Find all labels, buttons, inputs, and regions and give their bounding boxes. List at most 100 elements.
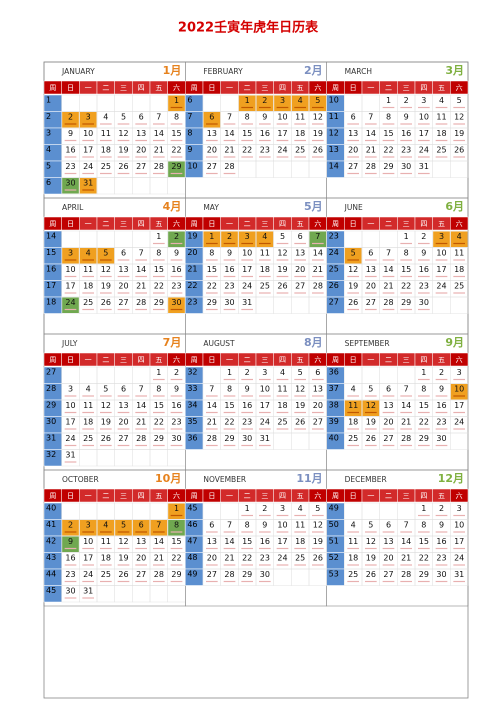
day-number: 23: [65, 162, 75, 171]
day-number: 2: [262, 504, 267, 513]
day-number: 23: [242, 418, 252, 427]
week-number: 28: [46, 384, 56, 393]
day-number: 12: [295, 385, 305, 394]
day-number: 23: [65, 570, 75, 579]
day-number: 30: [65, 179, 75, 188]
day-number: 5: [298, 368, 303, 377]
day-number: 20: [366, 282, 376, 291]
day-number: 31: [260, 434, 270, 443]
weekday-header: 五: [297, 492, 304, 500]
week-number: 21: [187, 265, 197, 274]
weekday-header: 五: [438, 356, 445, 364]
day-number: 15: [242, 537, 252, 546]
day-number: 6: [139, 113, 144, 122]
day-cell: [96, 449, 115, 467]
day-cell: [450, 432, 469, 450]
day-number: 8: [156, 249, 161, 258]
day-number: 26: [118, 570, 128, 579]
day-number: 13: [207, 129, 217, 138]
day-number: 25: [436, 146, 446, 155]
day-number: 7: [404, 521, 409, 530]
weekday-header: 一: [85, 356, 92, 364]
day-number: 1: [227, 368, 232, 377]
day-number: 20: [207, 146, 217, 155]
day-number: 2: [439, 368, 444, 377]
day-cell: [379, 230, 398, 248]
day-number: 21: [136, 282, 146, 291]
day-number: 7: [156, 521, 161, 530]
week-number: 43: [46, 553, 56, 562]
day-cell: [397, 502, 416, 520]
day-cell: [61, 230, 80, 248]
day-number: 11: [83, 265, 93, 274]
day-number: 16: [171, 401, 181, 410]
weekday-header-cell: [450, 216, 469, 231]
month-number: 7月: [163, 336, 182, 349]
day-number: 18: [83, 282, 93, 291]
month-number: 5月: [304, 200, 323, 213]
day-number: 9: [68, 129, 73, 138]
day-number: 31: [83, 587, 93, 596]
day-cell: [202, 366, 221, 384]
day-number: 30: [242, 434, 252, 443]
day-number: 18: [295, 537, 305, 546]
day-number: 14: [136, 265, 146, 274]
day-number: 27: [295, 282, 305, 291]
month-name: MAY: [203, 203, 219, 212]
weekday-header: 六: [173, 83, 180, 92]
day-number: 12: [313, 113, 323, 122]
day-number: 9: [174, 385, 179, 394]
day-number: 28: [401, 434, 411, 443]
week-number: 29: [46, 401, 56, 410]
day-cell: [149, 449, 168, 467]
day-number: 5: [121, 113, 126, 122]
day-number: 21: [136, 418, 146, 427]
day-number: 29: [154, 434, 164, 443]
day-number: 1: [245, 96, 250, 105]
day-number: 19: [101, 282, 111, 291]
day-number: 6: [209, 113, 214, 122]
week-number: 33: [187, 384, 197, 393]
day-number: 25: [101, 570, 111, 579]
day-number: 4: [103, 113, 108, 122]
week-number: 18: [46, 298, 56, 307]
weekday-header: 六: [173, 491, 180, 500]
weekday-header: 二: [244, 356, 251, 364]
day-number: 25: [83, 434, 93, 443]
day-number: 20: [118, 282, 128, 291]
day-number: 25: [260, 282, 270, 291]
day-number: 14: [366, 129, 376, 138]
week-number: 23: [329, 232, 339, 241]
day-number: 8: [209, 249, 214, 258]
day-cell: [114, 502, 133, 520]
day-number: 13: [207, 537, 217, 546]
day-number: 17: [83, 554, 93, 563]
day-number: 7: [139, 249, 144, 258]
week-number: 39: [329, 417, 339, 426]
month-name: SEPTEMBER: [345, 339, 390, 348]
day-number: 4: [457, 232, 462, 241]
day-cell: [132, 177, 151, 195]
day-number: 20: [136, 554, 146, 563]
day-number: 5: [103, 385, 108, 394]
day-number: 9: [227, 249, 232, 258]
day-number: 6: [315, 368, 320, 377]
day-cell: [450, 296, 469, 314]
weekday-header: 四: [420, 492, 427, 500]
day-number: 7: [315, 232, 320, 241]
day-cell: [397, 366, 416, 384]
week-number: 44: [46, 570, 56, 579]
day-cell: [79, 94, 98, 112]
day-number: 24: [277, 146, 287, 155]
day-number: 5: [280, 232, 285, 241]
day-number: 31: [83, 179, 93, 188]
day-number: 11: [101, 537, 111, 546]
day-number: 13: [118, 401, 128, 410]
day-number: 26: [295, 418, 305, 427]
day-number: 7: [227, 113, 232, 122]
day-number: 23: [260, 554, 270, 563]
week-number: 8: [187, 129, 192, 138]
day-cell: [61, 366, 80, 384]
day-cell: [344, 94, 363, 112]
day-number: 6: [386, 385, 391, 394]
